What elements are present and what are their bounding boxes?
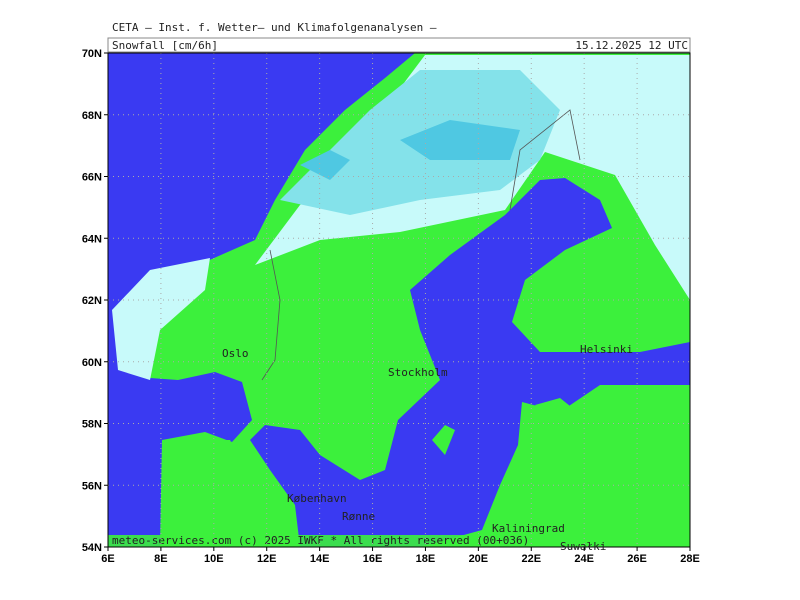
snow-heavy [400, 120, 520, 160]
city: Stockholm [388, 366, 448, 379]
lon-label: 6E [101, 553, 114, 565]
lat-label: 54N [82, 542, 102, 554]
border [509, 109, 581, 211]
lat-label: 62N [82, 295, 102, 307]
grid [108, 53, 690, 547]
lon-label: 22E [521, 553, 541, 565]
header-box [107, 37, 691, 53]
lat-label: 70N [82, 48, 102, 60]
footer-bar [108, 535, 690, 547]
border [261, 249, 281, 381]
lon-label: 12E [257, 553, 277, 565]
atlantic [108, 53, 415, 547]
lat-label: 58N [82, 419, 102, 431]
city: Rønne [342, 510, 375, 523]
lon-label: 10E [204, 553, 224, 565]
header-title: CETA – Inst. f. Wetter– und Klimafolgena… [112, 21, 437, 34]
city: Helsinki [580, 343, 633, 356]
lon-label: 24E [574, 553, 594, 565]
lat-label: 60N [82, 357, 102, 369]
city: Kaliningrad [492, 522, 565, 535]
lat-label: 66N [82, 172, 102, 184]
lon-label: 20E [469, 553, 489, 565]
city: Oslo [222, 347, 249, 360]
footer: meteo-services.com (c) 2025 IWKF * All r… [112, 534, 529, 547]
lon-label: 14E [310, 553, 330, 565]
lat-label: 68N [82, 110, 102, 122]
date-label: 15.12.2025 12 UTC [575, 39, 688, 52]
baltic [250, 178, 690, 547]
lon-label: 28E [680, 553, 700, 565]
lon-label: 18E [416, 553, 436, 565]
lon-label: 26E [627, 553, 647, 565]
denmark [200, 440, 245, 510]
lon-label: 8E [154, 553, 167, 565]
map-area: meteo-services.com (c) 2025 IWKF * All r… [108, 53, 690, 547]
snow-heavy [300, 150, 350, 180]
city: Suwałki [560, 540, 606, 553]
lon-label: 16E [363, 553, 383, 565]
lat-label: 64N [82, 233, 102, 245]
saaremaa [535, 398, 575, 420]
city: København [287, 492, 347, 505]
gotland [432, 425, 455, 455]
lat-label: 56N [82, 480, 102, 492]
variable-label: Snowfall [cm/6h] [112, 39, 218, 52]
